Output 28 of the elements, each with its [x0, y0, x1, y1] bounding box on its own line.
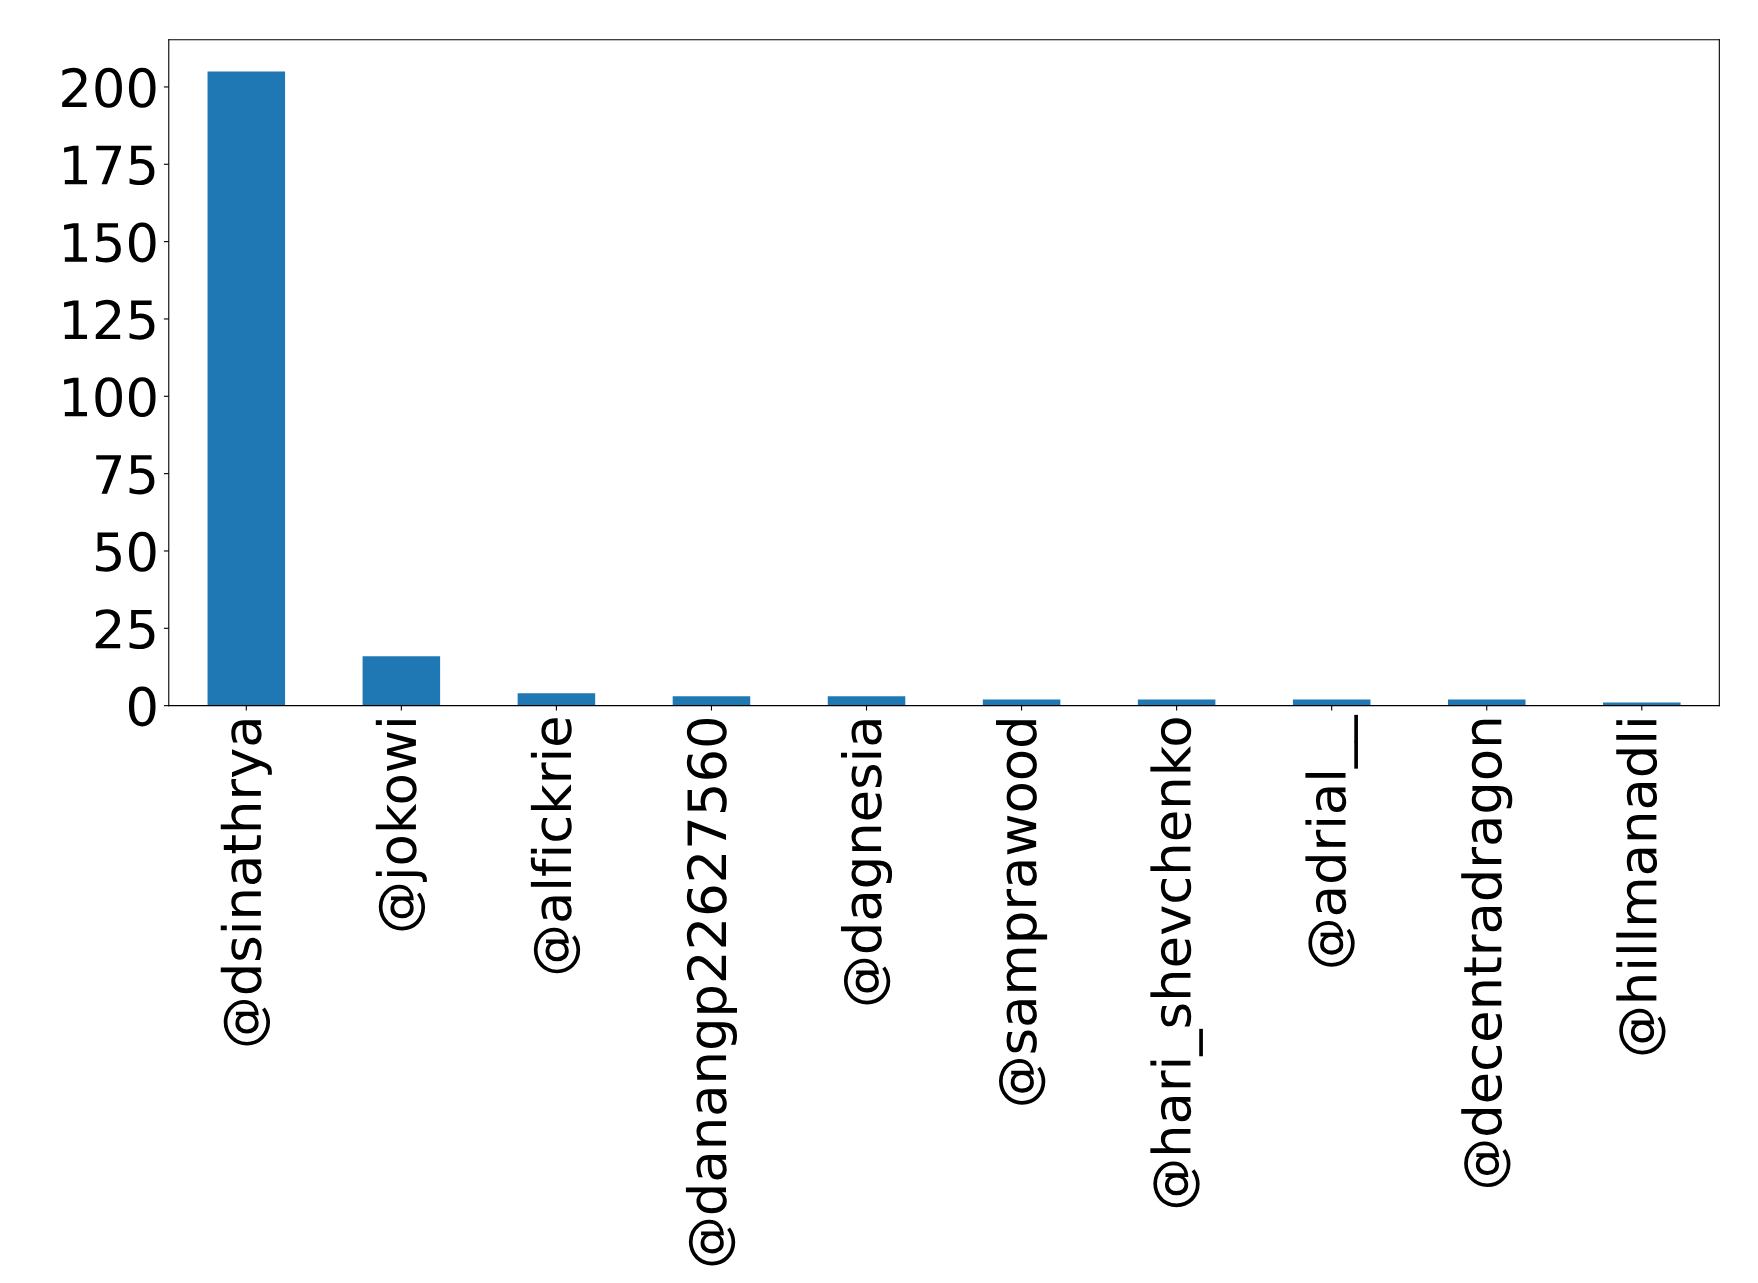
bar [827, 696, 906, 706]
x-tick-label: @decentradragon [1461, 719, 1513, 1188]
bar [207, 71, 286, 706]
y-tick-label: 150 [64, 222, 156, 263]
x-tick-label: @dagnesia [840, 720, 893, 1005]
bar [1292, 699, 1371, 706]
bar [362, 656, 441, 706]
y-tick-label: 125 [64, 299, 155, 340]
bar [672, 696, 751, 706]
y-tick-label: 100 [64, 377, 156, 418]
bar [1137, 699, 1216, 706]
x-tick-label: @alfickrie [530, 718, 581, 974]
bar [517, 693, 596, 706]
bar [1447, 699, 1526, 706]
y-tick-label: 25 [95, 609, 155, 650]
x-tick-label: @adrial__ [1305, 714, 1358, 967]
x-tick-label: @hillmanadli [1616, 720, 1666, 1055]
y-tick-label: 200 [62, 67, 156, 108]
y-tick-label: 75 [96, 455, 155, 495]
x-tick-label: @hari_shevchenko [1150, 718, 1203, 1208]
y-tick-label: 50 [95, 531, 156, 572]
x-tick-label: @dsinathrya [220, 720, 272, 1046]
y-tick-label: 175 [64, 145, 155, 186]
bar [982, 699, 1061, 706]
y-tick-label: 0 [128, 686, 156, 727]
x-tick-label: @danangp22627560 [685, 718, 737, 1266]
x-tick-label: @samprawood [996, 720, 1048, 1105]
x-tick-label: @jokowi [375, 720, 427, 931]
